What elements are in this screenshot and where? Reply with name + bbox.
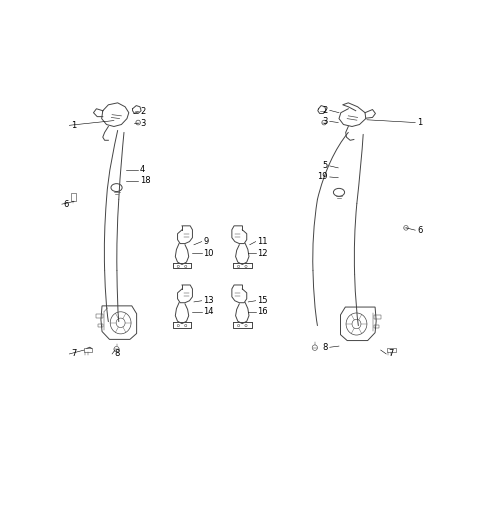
Text: 4: 4 — [140, 165, 145, 175]
Text: 6: 6 — [417, 226, 422, 234]
Bar — [374, 325, 379, 328]
Text: 15: 15 — [257, 296, 268, 305]
Bar — [98, 324, 103, 327]
Text: 9: 9 — [203, 237, 208, 246]
Text: 2: 2 — [140, 108, 145, 116]
Text: 8: 8 — [323, 343, 328, 352]
Bar — [71, 193, 76, 201]
Bar — [374, 315, 381, 319]
Text: 12: 12 — [257, 249, 268, 258]
Text: 11: 11 — [257, 237, 268, 246]
Text: 1: 1 — [71, 121, 76, 130]
Text: 14: 14 — [203, 307, 214, 316]
Text: 7: 7 — [388, 350, 394, 358]
Bar — [387, 348, 396, 352]
Text: 18: 18 — [140, 177, 151, 185]
Bar — [84, 348, 92, 352]
Text: 19: 19 — [317, 173, 328, 181]
Text: 3: 3 — [323, 117, 328, 126]
Text: 2: 2 — [323, 106, 328, 115]
Text: 16: 16 — [257, 307, 268, 316]
Text: 6: 6 — [64, 200, 69, 209]
Text: 10: 10 — [203, 249, 214, 258]
Text: 3: 3 — [140, 119, 145, 128]
Text: 5: 5 — [323, 161, 328, 170]
Bar — [96, 314, 103, 317]
Text: 1: 1 — [417, 118, 422, 127]
Text: 7: 7 — [71, 350, 76, 358]
Text: 8: 8 — [114, 350, 120, 358]
Text: 13: 13 — [203, 296, 214, 305]
